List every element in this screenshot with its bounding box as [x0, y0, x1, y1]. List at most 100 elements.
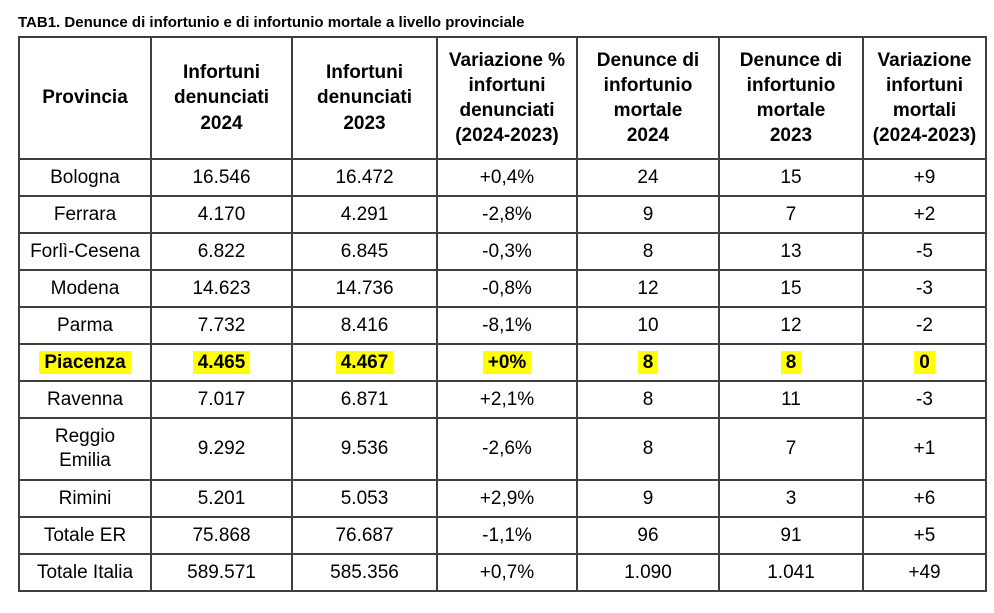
table-title: TAB1. Denunce di infortunio e di infortu… [18, 14, 525, 31]
value-cell: 7.017 [150, 380, 293, 419]
value-cell: 8 [576, 232, 720, 271]
value-cell: +49 [862, 553, 987, 592]
cell-text: 5.053 [340, 487, 389, 509]
cell-text: 15 [780, 166, 802, 188]
value-cell: 9 [576, 479, 720, 518]
value-cell: 15 [718, 269, 864, 308]
cell-text: 24 [637, 166, 659, 188]
highlighted-value: Piacenza [39, 350, 131, 374]
cell-text: 9.536 [340, 438, 389, 460]
value-cell: +2,9% [436, 479, 578, 518]
value-cell: 8 [576, 380, 720, 419]
highlighted-value: 8 [637, 350, 659, 374]
cell-text: +9 [913, 166, 936, 188]
value-cell: 9 [576, 195, 720, 234]
cell-text: Forlì-Cesena [30, 240, 140, 262]
province-cell: Ferrara [18, 195, 152, 234]
value-cell: 8.416 [291, 306, 438, 345]
value-cell: 91 [718, 516, 864, 555]
value-cell: +0% [436, 343, 578, 382]
cell-text: 96 [637, 524, 659, 546]
column-header: Variazione infortuni mortali (2024-2023) [862, 36, 987, 160]
value-cell: -3 [862, 269, 987, 308]
table-row: Totale ER 75.868 76.687 -1,1% 96 91 +5 [18, 516, 987, 555]
province-cell: Totale Italia [18, 553, 152, 592]
cell-text: Ravenna [46, 388, 124, 410]
value-cell: -3 [862, 380, 987, 419]
column-header: Infortuni denunciati 2024 [150, 36, 293, 160]
value-cell: 5.201 [150, 479, 293, 518]
value-cell: -2 [862, 306, 987, 345]
value-cell: 7 [718, 195, 864, 234]
value-cell: -8,1% [436, 306, 578, 345]
cell-text: 589.571 [187, 561, 256, 583]
cell-text: -1,1% [482, 524, 532, 546]
highlighted-value: 8 [780, 350, 802, 374]
value-cell: +1 [862, 417, 987, 481]
cell-text: -5 [916, 240, 933, 262]
value-cell: 8 [718, 343, 864, 382]
cell-text: Totale Italia [36, 561, 134, 583]
value-cell: 10 [576, 306, 720, 345]
cell-text: 12 [780, 314, 802, 336]
cell-text: 11 [781, 388, 801, 410]
cell-text: 7 [785, 438, 797, 460]
cell-text: 9.292 [197, 438, 246, 460]
cell-text: 6.871 [340, 388, 389, 410]
value-cell: -1,1% [436, 516, 578, 555]
cell-text: 12 [637, 277, 659, 299]
highlighted-value: 0 [914, 350, 935, 374]
cell-text: 9 [642, 487, 654, 509]
province-cell: Rimini [18, 479, 152, 518]
cell-text: Rimini [58, 487, 112, 509]
value-cell: 585.356 [291, 553, 438, 592]
highlighted-value: 4.465 [192, 350, 251, 374]
cell-text: 1.041 [767, 561, 815, 583]
value-cell: 75.868 [150, 516, 293, 555]
province-cell: Piacenza [18, 343, 152, 382]
table-row: Ferrara 4.170 4.291 -2,8% 9 7 +2 [18, 195, 987, 234]
highlighted-value: +0% [482, 350, 532, 374]
table-row: Modena 14.623 14.736 -0,8% 12 15 -3 [18, 269, 987, 308]
province-cell: Forlì-Cesena [18, 232, 152, 271]
cell-text: +2,9% [479, 487, 535, 509]
cell-text: 8 [642, 388, 654, 410]
table-row: Reggio Emilia 9.292 9.536 -2,6% 8 7 +1 [18, 417, 987, 481]
cell-text: -2 [916, 314, 933, 336]
table-row: Rimini 5.201 5.053 +2,9% 9 3 +6 [18, 479, 987, 518]
value-cell: +0,7% [436, 553, 578, 592]
value-cell: 24 [576, 158, 720, 197]
cell-text: +6 [913, 487, 936, 509]
table-body: Bologna 16.546 16.472 +0,4% 24 15 +9 Ferrara 4.1… [18, 158, 987, 592]
value-cell: 4.467 [291, 343, 438, 382]
value-cell: +9 [862, 158, 987, 197]
province-cell: Ravenna [18, 380, 152, 419]
cell-text: 76.687 [335, 524, 394, 546]
column-header: Infortuni denunciati 2023 [291, 36, 438, 160]
cell-text: Reggio Emilia [54, 426, 116, 471]
value-cell: 8 [576, 343, 720, 382]
value-cell: 6.845 [291, 232, 438, 271]
table-row: Bologna 16.546 16.472 +0,4% 24 15 +9 [18, 158, 987, 197]
value-cell: 14.623 [150, 269, 293, 308]
value-cell: 4.465 [150, 343, 293, 382]
value-cell: -2,6% [436, 417, 578, 481]
cell-text: Parma [57, 314, 113, 336]
cell-text: +2 [913, 203, 936, 225]
cell-text: 585.356 [330, 561, 399, 583]
value-cell: 6.871 [291, 380, 438, 419]
value-cell: +2 [862, 195, 987, 234]
cell-text: Totale ER [43, 524, 127, 546]
value-cell: 9.536 [291, 417, 438, 481]
value-cell: +0,4% [436, 158, 578, 197]
value-cell: 14.736 [291, 269, 438, 308]
cell-text: 9 [642, 203, 654, 225]
cell-text: 13 [780, 240, 802, 262]
province-cell: Bologna [18, 158, 152, 197]
cell-text: -2,6% [482, 438, 532, 460]
value-cell: 76.687 [291, 516, 438, 555]
value-cell: 8 [576, 417, 720, 481]
province-cell: Totale ER [18, 516, 152, 555]
cell-text: 4.170 [197, 203, 246, 225]
cell-text: Bologna [50, 166, 120, 188]
